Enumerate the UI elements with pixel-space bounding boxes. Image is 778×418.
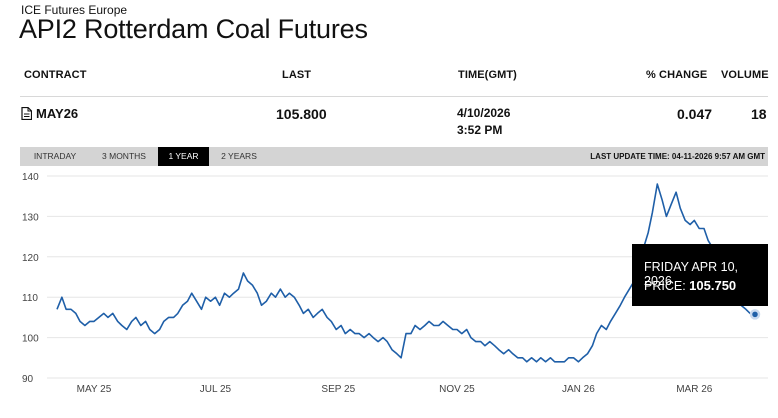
y-tick-label: 140 (22, 172, 39, 183)
col-header-volume: VOLUME (721, 69, 769, 81)
trade-time-value: 3:52 PM (457, 123, 503, 137)
header-divider (20, 96, 768, 97)
contract-value: MAY26 (36, 106, 79, 121)
col-header-last: LAST (282, 69, 312, 81)
page-title: API2 Rotterdam Coal Futures (19, 14, 368, 44)
col-header-contract: CONTRACT (24, 69, 87, 81)
x-tick-label: SEP 25 (321, 384, 355, 395)
col-header-change: % CHANGE (646, 69, 708, 81)
y-tick-label: 110 (22, 293, 38, 304)
x-tick-label: NOV 25 (439, 384, 475, 395)
tab-1-year[interactable]: 1 YEAR (158, 147, 209, 166)
contract-cell[interactable]: MAY26 (21, 106, 78, 121)
col-header-time: TIME(GMT) (458, 69, 517, 81)
tooltip-price-label: PRICE: (644, 279, 686, 293)
volume-value: 18 (751, 106, 767, 122)
y-tick-label: 120 (22, 253, 39, 264)
document-icon (21, 107, 32, 120)
tooltip-price: PRICE: 105.750 (644, 278, 736, 293)
y-tick-label: 130 (22, 212, 39, 223)
x-tick-label: MAR 26 (676, 384, 713, 395)
last-update-time: LAST UPDATE TIME: 04-11-2026 9:57 AM GMT (590, 152, 765, 161)
exchange-name: ICE Futures Europe (21, 3, 128, 17)
trade-date-value: 4/10/2026 (457, 106, 511, 120)
range-tab-bar: INTRADAY 3 MONTHS 1 YEAR 2 YEARS LAST UP… (20, 147, 768, 166)
x-axis: MAY 25 JUL 25 SEP 25 NOV 25 JAN 26 MAR 26 (77, 384, 713, 395)
x-tick-label: MAY 25 (77, 384, 112, 395)
x-tick-label: JAN 26 (562, 384, 595, 395)
tooltip-date: FRIDAY APR 10, 2026 (644, 260, 739, 288)
tab-2-years[interactable]: 2 YEARS (221, 151, 257, 161)
y-tick-label: 90 (22, 374, 34, 385)
hover-point-marker (749, 309, 761, 320)
tooltip-price-value: 105.750 (689, 278, 737, 293)
x-tick-label: JUL 25 (200, 384, 232, 395)
tab-3-months[interactable]: 3 MONTHS (102, 151, 146, 161)
percent-change-value: 0.047 (677, 106, 713, 122)
price-tooltip: FRIDAY APR 10, 2026 PRICE: 105.750 (632, 244, 768, 306)
tab-intraday[interactable]: INTRADAY (33, 151, 77, 161)
y-axis: 90 100 110 120 130 140 (22, 172, 39, 385)
y-tick-label: 100 (22, 334, 39, 345)
last-price-value: 105.800 (276, 106, 327, 122)
price-chart[interactable]: 90 100 110 120 130 140 MAY 25 JUL 25 SEP 25 NOV … (0, 166, 778, 418)
